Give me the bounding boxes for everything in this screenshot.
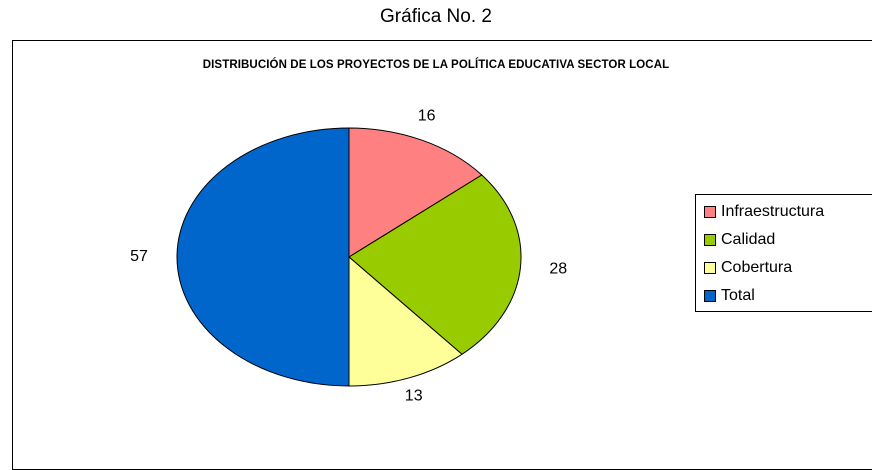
chart-legend: Infraestructura Calidad Cobertura Total [695,194,872,312]
pie-chart: 16 28 13 57 [130,108,567,405]
legend-label-cobertura: Cobertura [721,259,793,276]
pie-slice-calidad [348,174,522,355]
legend-swatch-calidad [704,234,716,246]
legend-label-calidad: Calidad [721,231,776,248]
legend-swatch-cobertura [704,262,716,274]
legend-label-infraestructura: Infraestructura [721,203,825,220]
data-label-calidad: 28 [549,261,567,278]
figure-caption: Gráfica No. 2 [380,6,492,27]
pie-slice-cobertura [348,255,463,387]
legend-swatch-total [704,290,716,302]
legend-swatch-infraestructura [704,206,716,218]
legend-item-calidad: Calidad [704,230,775,250]
chart-title: DISTRIBUCIÓN DE LOS PROYECTOS DE LA POLÍ… [202,59,670,71]
legend-label-total: Total [721,287,755,304]
legend-item-total: Total [704,286,755,306]
legend-item-infraestructura: Infraestructura [704,202,824,222]
pie-slice-infraestructura [348,127,483,258]
data-label-total: 57 [130,248,148,265]
data-label-cobertura: 13 [405,388,423,405]
pie-slice-total [176,127,350,387]
legend-item-cobertura: Cobertura [704,258,792,278]
data-label-infraestructura: 16 [418,108,436,125]
